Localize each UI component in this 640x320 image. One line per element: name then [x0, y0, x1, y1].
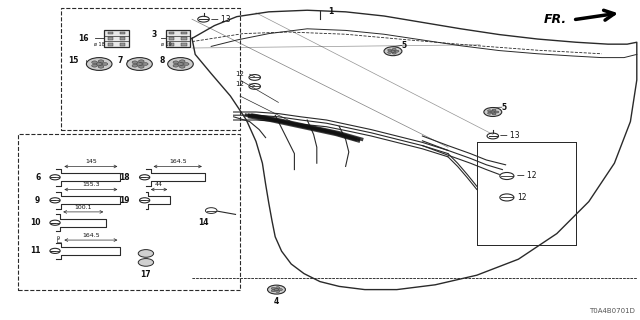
Circle shape [127, 58, 152, 70]
Circle shape [488, 110, 492, 112]
Bar [108, 37, 113, 40]
Bar [18, 134, 240, 290]
Circle shape [495, 111, 499, 113]
Text: 14: 14 [198, 218, 209, 227]
Bar [61, 8, 240, 130]
Text: 100.1: 100.1 [74, 205, 92, 210]
Text: ø 18: ø 18 [94, 42, 104, 47]
Text: — 13: — 13 [211, 15, 231, 24]
Circle shape [179, 65, 185, 68]
Text: 18: 18 [119, 173, 130, 182]
Bar [120, 43, 125, 45]
Text: 145: 145 [85, 159, 97, 164]
Circle shape [132, 61, 138, 64]
Circle shape [138, 60, 144, 63]
Bar [169, 43, 174, 45]
Circle shape [138, 65, 144, 68]
Circle shape [492, 109, 496, 111]
Text: 164.5: 164.5 [82, 233, 100, 238]
Text: 7: 7 [118, 56, 123, 65]
Text: 44: 44 [155, 182, 163, 187]
Text: 1: 1 [328, 7, 333, 16]
Circle shape [392, 48, 396, 50]
Text: 6: 6 [35, 173, 40, 182]
Circle shape [98, 65, 104, 68]
Text: 155.3: 155.3 [82, 182, 100, 187]
Text: 17: 17 [141, 270, 151, 279]
Circle shape [102, 63, 108, 65]
Circle shape [132, 64, 138, 67]
Circle shape [276, 291, 280, 292]
Circle shape [268, 285, 285, 294]
Circle shape [492, 113, 496, 115]
Circle shape [488, 112, 492, 114]
Circle shape [184, 63, 189, 65]
Circle shape [92, 61, 97, 64]
Circle shape [276, 287, 280, 289]
Circle shape [173, 64, 179, 67]
Text: 4: 4 [274, 297, 279, 306]
Circle shape [278, 289, 282, 291]
Circle shape [143, 63, 148, 65]
Circle shape [86, 58, 112, 70]
Circle shape [178, 63, 183, 65]
Text: 10: 10 [30, 218, 40, 227]
Text: 3: 3 [152, 30, 157, 39]
Text: 9: 9 [57, 236, 60, 241]
Circle shape [391, 50, 395, 52]
Text: 12: 12 [236, 71, 244, 77]
Circle shape [97, 63, 102, 65]
Circle shape [92, 64, 97, 67]
Bar [182, 43, 187, 45]
Circle shape [138, 250, 154, 257]
Bar [166, 29, 190, 47]
Circle shape [168, 58, 193, 70]
Bar [108, 43, 113, 45]
Bar [108, 32, 113, 34]
Circle shape [271, 287, 275, 289]
Bar [169, 32, 174, 34]
Text: — 12: — 12 [517, 172, 536, 180]
Circle shape [271, 290, 275, 292]
Text: 19: 19 [120, 196, 130, 205]
Bar [182, 37, 187, 40]
Circle shape [98, 60, 104, 63]
Text: 11: 11 [30, 246, 40, 255]
Text: T0A4B0701D: T0A4B0701D [589, 308, 635, 314]
Circle shape [137, 63, 142, 65]
Circle shape [384, 47, 402, 56]
Circle shape [392, 52, 396, 54]
Circle shape [395, 50, 399, 52]
Text: 9: 9 [35, 196, 40, 205]
Circle shape [179, 60, 185, 63]
Circle shape [484, 108, 502, 116]
Bar [182, 32, 187, 34]
Circle shape [388, 52, 392, 53]
Text: 5: 5 [402, 41, 407, 50]
Circle shape [275, 289, 278, 291]
Text: 8: 8 [160, 56, 165, 65]
Circle shape [173, 61, 179, 64]
Bar [104, 29, 129, 47]
Text: 16: 16 [78, 34, 88, 43]
Bar [169, 37, 174, 40]
Text: — 13: — 13 [500, 132, 520, 140]
Text: ø 19: ø 19 [161, 42, 172, 47]
Bar [120, 32, 125, 34]
Circle shape [138, 259, 154, 266]
Text: 12: 12 [236, 81, 244, 87]
Text: 15: 15 [68, 56, 78, 65]
Circle shape [491, 111, 495, 113]
Circle shape [388, 49, 392, 51]
Bar [477, 142, 576, 245]
Text: 5: 5 [502, 103, 507, 112]
Bar [120, 37, 125, 40]
Text: 164.5: 164.5 [169, 159, 186, 164]
Text: 12: 12 [517, 193, 527, 202]
Text: FR.: FR. [543, 13, 566, 26]
